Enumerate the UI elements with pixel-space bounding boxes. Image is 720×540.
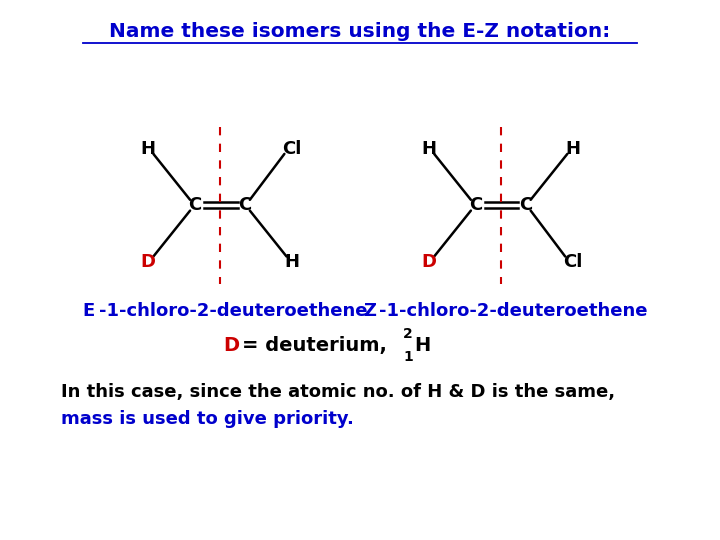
Text: H: H [415,336,431,355]
Text: Z: Z [364,302,377,320]
Text: C: C [519,196,532,214]
Text: mass is used to give priority.: mass is used to give priority. [61,410,354,428]
Text: 2: 2 [403,327,413,341]
Text: D: D [422,253,436,271]
Text: H: H [565,139,580,158]
Text: -1-chloro-2-deuteroethene: -1-chloro-2-deuteroethene [99,302,367,320]
Text: C: C [469,196,482,214]
Text: -1-chloro-2-deuteroethene: -1-chloro-2-deuteroethene [379,302,648,320]
Text: D: D [223,336,239,355]
Text: C: C [238,196,251,214]
Text: Cl: Cl [563,253,582,271]
Text: H: H [141,139,156,158]
Text: Cl: Cl [282,139,301,158]
Text: C: C [189,196,202,214]
Text: = deuterium,: = deuterium, [242,336,394,355]
Text: 1: 1 [403,350,413,365]
Text: D: D [141,253,156,271]
Text: E: E [83,302,95,320]
Text: In this case, since the atomic no. of H & D is the same,: In this case, since the atomic no. of H … [61,383,616,401]
Text: H: H [422,139,436,158]
Text: Name these isomers using the E-Z notation:: Name these isomers using the E-Z notatio… [109,22,611,40]
Text: H: H [284,253,299,271]
